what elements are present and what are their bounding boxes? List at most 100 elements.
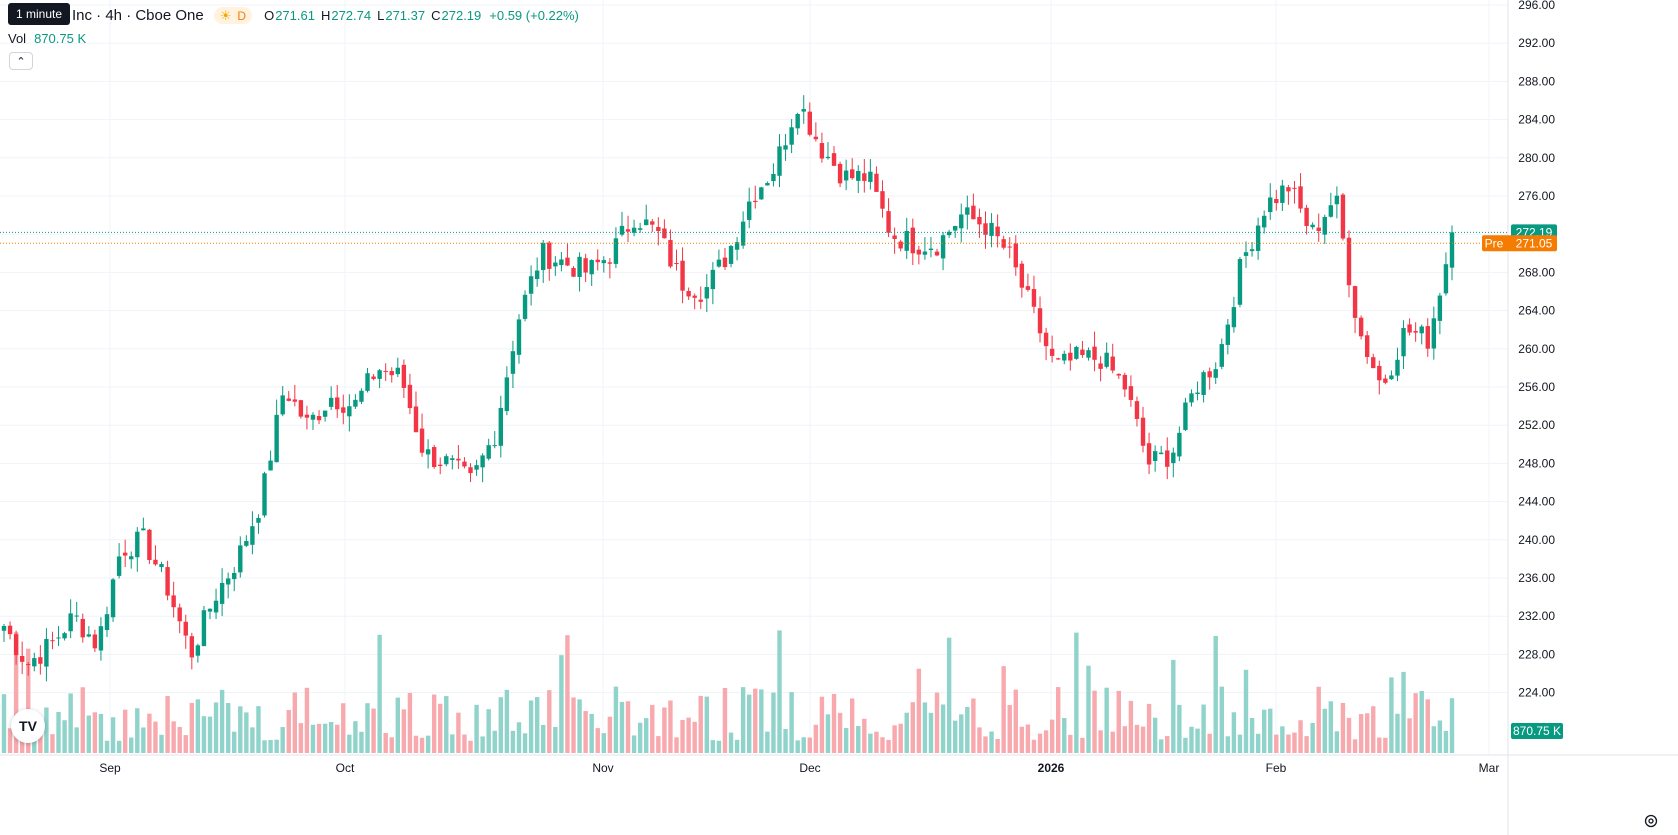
candle-body [789,127,794,145]
volume-bar [1,694,7,753]
volume-bar [1140,726,1146,753]
candle-body [238,545,243,573]
time-tick-label: Nov [592,761,613,775]
candle-body [668,240,673,267]
volume-bar [547,690,552,753]
volume-bar [74,727,79,753]
candle-body [1207,371,1212,378]
volume-bar [1043,730,1049,753]
volume-bar [656,736,661,753]
candle-body [959,214,964,229]
candle-body [1316,227,1321,231]
candle-body [625,229,631,232]
candle-body [50,640,55,642]
candle-body [577,256,582,277]
candle-body [916,249,922,255]
candle-body [1401,328,1406,357]
candle-body [1,625,7,631]
volume-bar [989,731,994,753]
volume-bar [1443,730,1449,753]
price-tick-label: 256.00 [1518,380,1555,394]
volume-bar [353,721,358,753]
symbol-title[interactable]: Inc · 4h · Cboe One [72,7,204,24]
volume-bar [135,708,140,753]
volume-bar [280,727,285,753]
candle-body [1025,286,1031,290]
candle-body [1346,237,1352,286]
candle-body [1298,186,1303,209]
candle-body [765,183,770,186]
volume-bar [286,709,291,753]
candle-body [995,226,1000,237]
candle-body [1116,373,1121,376]
volume-bar [831,693,837,753]
volume-bar [1134,724,1140,753]
close-value: 272.19 [441,8,482,23]
candle-body [989,222,994,236]
volume-bar [1171,659,1176,753]
candle-body [553,262,558,267]
volume-bar [68,693,73,753]
volume-bar [892,725,897,753]
volume-bar [898,723,903,753]
volume-bar [1316,686,1321,753]
volume-bar [971,698,976,753]
candle-body [213,600,219,613]
candle-body [983,223,988,235]
candle-body [656,227,661,232]
tradingview-logo[interactable]: TV [11,709,45,743]
candle-body [631,227,637,233]
candle-body [680,260,685,291]
candle-body [1322,216,1327,235]
volume-bar [795,740,800,753]
volume-bar [995,739,1000,753]
volume-label: Vol [8,31,27,46]
volume-bar [1328,701,1334,753]
candle-body [837,163,843,184]
collapse-legend-button[interactable]: ⌃ [9,52,33,70]
volume-bar [141,727,146,753]
low-value: 271.37 [385,8,426,23]
candle-body [365,373,370,391]
candle-body [850,169,855,179]
time-tick-label: Mar [1479,761,1500,775]
volume-bar [650,704,655,753]
volume-bar [371,708,376,753]
candle-body [492,445,497,447]
candle-body [644,219,649,226]
candle-body [965,207,970,215]
candle-body [825,156,831,159]
candle-body [1358,317,1364,337]
volume-bar [377,634,382,753]
candle-body [147,529,152,561]
candle-body [262,473,267,516]
volume-bar [1074,632,1079,753]
candle-body [304,414,310,418]
settings-icon[interactable] [1642,812,1660,830]
candle-body [1055,358,1061,360]
candle-body [335,397,340,410]
volume-bar [1304,736,1309,753]
candle-body [153,559,158,565]
volume-bar [783,729,788,753]
volume-bar [510,730,516,753]
market-status-badge[interactable]: ☀ D [213,7,253,24]
volume-bar [1249,718,1255,753]
volume-bar [444,696,449,753]
candle-body [32,658,37,667]
volume-bar [104,740,110,753]
candle-body [1443,264,1449,294]
volume-bar [56,712,61,753]
volume-bar [571,697,576,753]
volume-bar [601,733,606,753]
candle-body [1395,359,1400,376]
pre-label: Pre [1485,236,1504,250]
candle-body [946,231,952,236]
volume-bar [680,719,685,753]
volume-bar [129,737,134,753]
volume-bar [195,699,201,753]
volume-bar [1146,703,1152,753]
volume-bar [62,720,67,753]
candle-body [1407,324,1412,333]
